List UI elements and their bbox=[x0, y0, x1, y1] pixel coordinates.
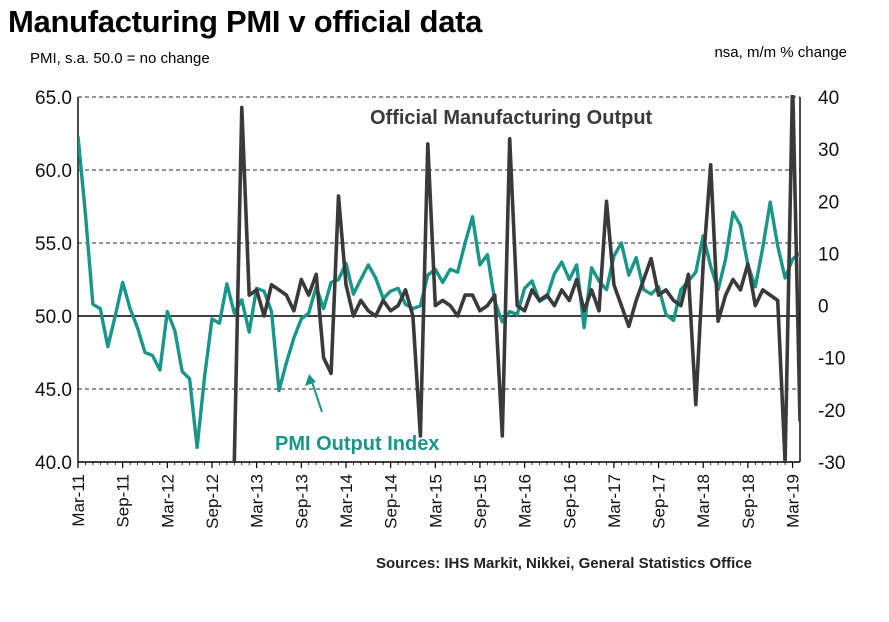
right-tick-label: -30 bbox=[818, 453, 845, 474]
official-output-annotation: Official Manufacturing Output bbox=[370, 107, 653, 129]
left-tick-label: 65.0 bbox=[35, 88, 72, 109]
axis-labels: 40.0 45.0 50.0 55.0 60.0 65.0 -30 -20 -10 0 10 20 30… bbox=[35, 88, 845, 529]
x-tick-label: Mar-12 bbox=[158, 474, 177, 528]
left-tick-label: 60.0 bbox=[35, 161, 72, 182]
x-tick-label: Sep-11 bbox=[114, 474, 133, 528]
pmi-annotation: PMI Output Index bbox=[275, 433, 439, 455]
right-tick-label: 30 bbox=[818, 140, 839, 161]
right-tick-label: 40 bbox=[818, 88, 839, 109]
sources-note: Sources: IHS Markit, Nikkei, General Sta… bbox=[376, 555, 752, 572]
x-tick-label: Mar-11 bbox=[69, 474, 88, 527]
x-tick-label: Mar-19 bbox=[784, 474, 803, 528]
right-tick-label: -10 bbox=[818, 349, 845, 370]
x-tick-label: Sep-17 bbox=[650, 474, 669, 529]
series-lines bbox=[78, 95, 800, 462]
x-tick-label: Sep-12 bbox=[203, 474, 222, 529]
left-axis-subtitle: PMI, s.a. 50.0 = no change bbox=[30, 50, 210, 67]
axes bbox=[77, 97, 801, 468]
x-tick-label: Mar-15 bbox=[426, 474, 445, 528]
official-output-line bbox=[232, 95, 800, 462]
x-tick-label: Mar-17 bbox=[605, 474, 624, 528]
right-axis-subtitle: nsa, m/m % change bbox=[714, 44, 847, 61]
x-tick-label: Sep-16 bbox=[560, 474, 579, 529]
left-tick-label: 50.0 bbox=[35, 307, 72, 328]
x-tick-label: Mar-16 bbox=[516, 474, 535, 528]
right-tick-label: 0 bbox=[818, 297, 829, 318]
right-tick-label: 20 bbox=[818, 192, 839, 213]
pmi-annotation-arrow bbox=[311, 381, 323, 413]
left-tick-label: 45.0 bbox=[35, 380, 72, 401]
left-tick-label: 55.0 bbox=[35, 234, 72, 255]
x-tick-label: Mar-14 bbox=[337, 474, 356, 528]
grid-lines bbox=[78, 96, 800, 390]
right-tick-label: 10 bbox=[818, 244, 839, 265]
right-tick-label: -20 bbox=[818, 401, 845, 422]
x-tick-label: Mar-18 bbox=[694, 474, 713, 528]
x-tick-label: Sep-13 bbox=[292, 474, 311, 529]
x-tick-label: Sep-14 bbox=[382, 474, 401, 529]
pmi-annotation-arrowhead bbox=[305, 374, 316, 386]
annotations: Official Manufacturing Output PMI Output … bbox=[275, 107, 653, 455]
x-tick-label: Mar-13 bbox=[248, 474, 267, 528]
x-tick-label: Sep-18 bbox=[739, 474, 758, 529]
pmi-output-index-line bbox=[78, 136, 800, 450]
x-tick-label: Sep-15 bbox=[471, 474, 490, 529]
left-tick-label: 40.0 bbox=[35, 453, 72, 474]
chart-title: Manufacturing PMI v official data bbox=[8, 4, 483, 39]
